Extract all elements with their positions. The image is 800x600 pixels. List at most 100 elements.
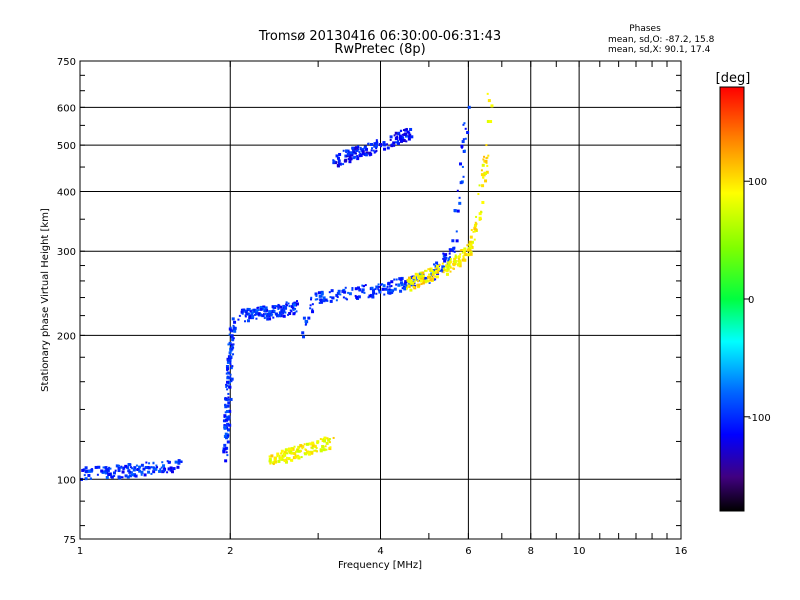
- data-point: [118, 464, 121, 467]
- data-point: [292, 306, 295, 309]
- data-point: [436, 270, 439, 273]
- data-point: [226, 388, 229, 391]
- data-point: [425, 269, 428, 272]
- data-point: [462, 256, 465, 259]
- x-tick-label: 4: [377, 546, 383, 557]
- data-point: [344, 297, 347, 300]
- data-point: [409, 280, 412, 283]
- chart-title: Tromsø 20130416 06:30:00-06:31:43: [258, 29, 501, 44]
- data-point: [381, 287, 385, 291]
- data-point: [318, 301, 321, 304]
- data-point: [330, 289, 334, 293]
- data-point: [106, 472, 109, 475]
- data-point: [435, 269, 438, 272]
- data-point: [448, 260, 452, 264]
- data-point: [357, 145, 360, 148]
- data-point: [81, 468, 85, 472]
- data-point: [405, 287, 408, 290]
- data-point: [359, 152, 362, 155]
- data-point: [412, 285, 415, 288]
- data-point: [257, 309, 260, 312]
- data-point: [335, 154, 338, 157]
- data-point: [278, 313, 282, 317]
- data-point: [247, 312, 251, 316]
- data-point: [446, 262, 449, 265]
- data-point: [293, 445, 296, 448]
- data-point: [314, 292, 318, 296]
- data-point: [282, 312, 285, 315]
- data-point: [167, 468, 170, 471]
- data-point: [410, 135, 414, 139]
- data-point: [279, 305, 283, 309]
- data-point: [342, 149, 345, 152]
- data-point: [316, 440, 320, 444]
- data-point: [264, 306, 268, 310]
- data-point: [121, 476, 124, 479]
- data-point: [226, 380, 230, 384]
- data-point: [469, 252, 473, 256]
- data-point: [225, 383, 228, 386]
- data-point: [466, 244, 469, 247]
- y-tick-label: 500: [57, 141, 76, 152]
- data-point: [228, 333, 231, 336]
- x-tick-label: 8: [528, 546, 534, 557]
- axis-ticks: 1 2 4 6 8 10 16 75 100 200 300 400 500 600 750: [57, 57, 687, 557]
- data-point: [265, 308, 269, 312]
- data-point: [161, 461, 164, 464]
- data-point: [361, 284, 364, 287]
- data-point: [292, 303, 296, 307]
- data-point: [133, 473, 137, 477]
- data-point: [363, 146, 366, 149]
- data-point: [102, 466, 105, 469]
- data-point: [467, 105, 471, 109]
- data-point: [320, 295, 323, 298]
- data-point: [263, 317, 266, 320]
- data-point: [228, 409, 231, 412]
- data-point: [463, 122, 466, 125]
- data-point: [256, 312, 260, 316]
- data-point: [140, 473, 143, 476]
- data-point: [439, 269, 442, 272]
- data-point: [268, 459, 272, 463]
- data-point: [466, 131, 470, 135]
- data-point: [456, 209, 460, 213]
- data-point: [406, 286, 409, 289]
- data-point: [390, 280, 394, 284]
- data-point: [464, 253, 468, 257]
- data-point: [359, 148, 362, 151]
- data-point: [226, 440, 230, 444]
- data-point: [130, 471, 133, 474]
- data-point: [230, 347, 234, 351]
- data-point: [335, 293, 339, 297]
- data-point: [321, 445, 325, 449]
- x-tick-label: 16: [675, 546, 688, 557]
- data-point: [365, 147, 369, 151]
- data-point: [435, 268, 438, 271]
- data-point: [309, 304, 312, 307]
- data-point: [226, 384, 229, 387]
- data-point: [425, 277, 428, 280]
- data-point: [442, 252, 445, 255]
- data-point: [364, 153, 368, 157]
- data-point: [478, 184, 481, 187]
- data-point: [262, 313, 265, 316]
- data-point: [246, 319, 250, 323]
- data-point: [322, 299, 326, 303]
- data-point: [398, 131, 401, 134]
- data-point: [418, 272, 421, 275]
- data-point: [371, 295, 375, 299]
- data-point: [233, 326, 236, 329]
- data-point: [399, 281, 403, 285]
- data-point: [142, 467, 146, 471]
- data-point: [304, 323, 307, 326]
- data-point: [274, 460, 277, 463]
- data-point: [478, 212, 482, 216]
- data-point: [469, 243, 473, 247]
- data-point: [433, 271, 437, 275]
- data-point: [444, 253, 448, 257]
- data-point: [259, 305, 263, 309]
- data-point: [364, 284, 367, 287]
- data-point: [244, 314, 247, 317]
- data-point: [485, 157, 488, 160]
- data-point: [455, 230, 458, 233]
